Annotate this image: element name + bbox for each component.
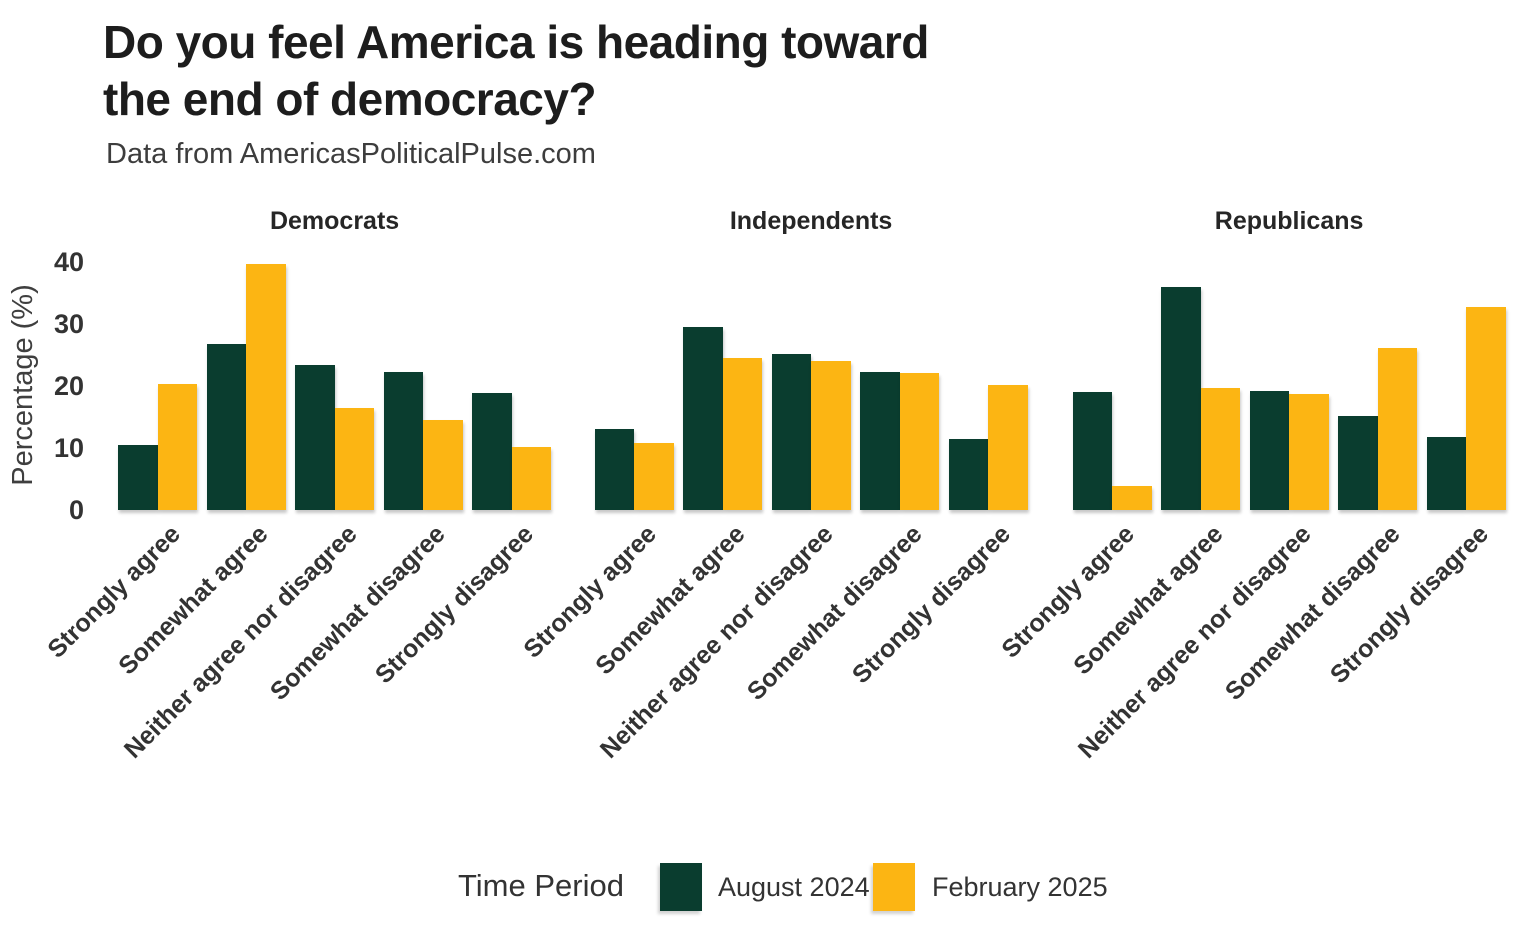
legend-swatch-february-2025 xyxy=(873,863,915,911)
legend-swatch-august-2024 xyxy=(660,863,702,911)
bar-democrats-strongly-agree-february-2025 xyxy=(157,383,198,510)
y-tick-20: 20 xyxy=(53,371,84,401)
facet-title-independents: Independents xyxy=(729,207,893,235)
bar-republicans-strongly-disagree-february-2025 xyxy=(1466,307,1506,510)
bar-republicans-somewhat-disagree-february-2025 xyxy=(1377,348,1418,510)
bar-republicans-strongly-agree-february-2025 xyxy=(1112,485,1152,510)
chart-title-line2: the end of democracy? xyxy=(103,73,597,125)
bar-democrats-somewhat-disagree-february-2025 xyxy=(423,420,463,510)
bar-independents-somewhat-agree-august-2024 xyxy=(683,327,723,510)
bar-independents-strongly-disagree-february-2025 xyxy=(988,385,1028,510)
bar-republicans-neither-agree-nor-disagree-august-2024 xyxy=(1249,390,1290,510)
x-tick-label-republicans-somewhat-agree: Somewhat agree xyxy=(1068,520,1229,681)
bar-democrats-strongly-disagree-august-2024 xyxy=(472,393,512,510)
y-tick-40: 40 xyxy=(53,247,84,277)
bar-democrats-neither-agree-nor-disagree-august-2024 xyxy=(295,364,335,510)
bar-republicans-strongly-agree-august-2024 xyxy=(1072,392,1113,510)
chart-subtitle: Data from AmericasPoliticalPulse.com xyxy=(106,138,596,170)
x-tick-label-independents-strongly-disagree: Strongly disagree xyxy=(846,520,1016,690)
y-tick-10: 10 xyxy=(53,433,84,463)
legend-title: Time Period xyxy=(458,868,624,903)
bar-republicans-strongly-disagree-august-2024 xyxy=(1426,437,1467,510)
x-tick-label-democrats-strongly-disagree: Strongly disagree xyxy=(370,520,540,690)
x-tick-label-independents-somewhat-agree: Somewhat agree xyxy=(590,520,751,681)
x-tick-label-republicans-somewhat-disagree: Somewhat disagree xyxy=(1219,520,1406,706)
bar-independents-somewhat-agree-february-2025 xyxy=(722,358,763,510)
x-tick-label-republicans-strongly-disagree: Strongly disagree xyxy=(1324,520,1494,690)
bar-democrats-neither-agree-nor-disagree-february-2025 xyxy=(334,407,375,510)
bar-republicans-somewhat-agree-february-2025 xyxy=(1200,388,1241,510)
bar-democrats-strongly-disagree-february-2025 xyxy=(511,447,552,510)
bar-independents-strongly-agree-february-2025 xyxy=(634,443,674,510)
x-tick-label-democrats-somewhat-disagree: Somewhat disagree xyxy=(265,520,451,706)
bar-independents-strongly-disagree-august-2024 xyxy=(948,438,989,510)
bar-democrats-somewhat-agree-august-2024 xyxy=(206,344,247,510)
facet-title-democrats: Democrats xyxy=(269,207,400,235)
chart-title-line1: Do you feel America is heading toward xyxy=(103,16,929,68)
bar-democrats-somewhat-disagree-august-2024 xyxy=(383,372,424,510)
chart-title: Do you feel America is heading toward th… xyxy=(103,14,929,128)
legend-label-august-2024: August 2024 xyxy=(718,872,870,902)
y-tick-30: 30 xyxy=(53,309,84,339)
bar-republicans-somewhat-agree-august-2024 xyxy=(1161,287,1201,510)
x-tick-label-democrats-somewhat-agree: Somewhat agree xyxy=(113,520,274,681)
x-tick-label-independents-somewhat-disagree: Somewhat disagree xyxy=(741,520,928,706)
bar-independents-neither-agree-nor-disagree-february-2025 xyxy=(811,361,851,510)
bar-independents-somewhat-disagree-february-2025 xyxy=(899,372,940,510)
bar-independents-strongly-agree-august-2024 xyxy=(594,428,635,510)
y-tick-0: 0 xyxy=(68,495,84,525)
bar-democrats-somewhat-agree-february-2025 xyxy=(246,264,286,510)
bar-democrats-strongly-agree-august-2024 xyxy=(118,444,158,510)
legend-label-february-2025: February 2025 xyxy=(932,872,1108,902)
bar-independents-neither-agree-nor-disagree-august-2024 xyxy=(771,353,812,510)
bar-republicans-neither-agree-nor-disagree-february-2025 xyxy=(1289,394,1329,510)
bar-republicans-somewhat-disagree-august-2024 xyxy=(1338,416,1378,510)
bar-independents-somewhat-disagree-august-2024 xyxy=(860,371,900,510)
facet-title-republicans: Republicans xyxy=(1214,207,1364,235)
